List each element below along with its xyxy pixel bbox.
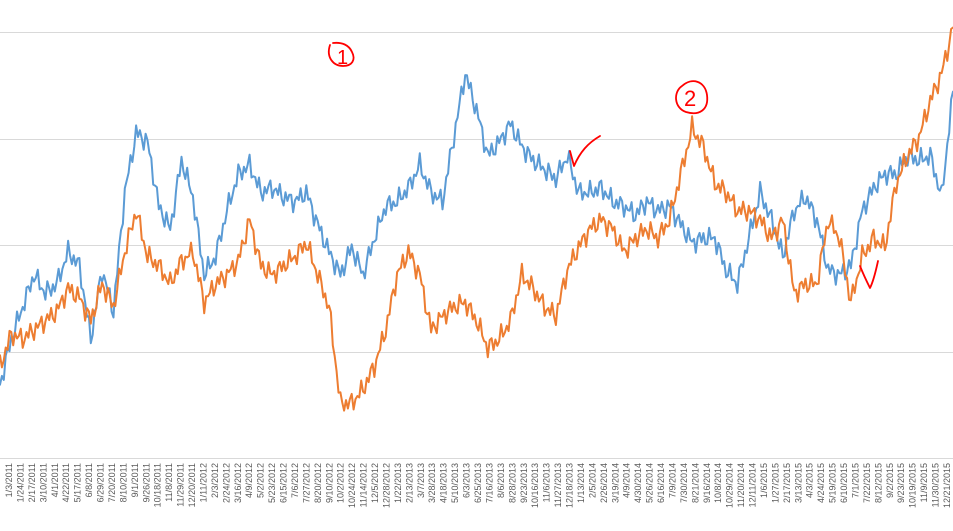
x-tick-label: 11/9/2015 (919, 463, 929, 502)
x-tick-label: 12/11/2014 (748, 463, 758, 507)
x-tick-label: 7/16/2013 (484, 463, 494, 503)
x-tick-label: 8/21/2014 (690, 463, 700, 503)
x-tick-label: 9/26/2011 (141, 463, 151, 502)
x-tick-label: 8/10/2011 (118, 463, 128, 502)
annotation-hook-mark (859, 260, 879, 289)
x-tick-label: 7/9/2014 (668, 463, 678, 498)
annotation-group: 1 2 (328, 41, 879, 289)
x-tick-label: 1/11/2012 (199, 463, 209, 502)
x-tick-label: 3/7/2013 (416, 463, 426, 498)
x-tick-label: 9/2/2015 (885, 463, 895, 498)
x-tick-label: 3/16/2012 (233, 463, 243, 503)
x-tick-label: 5/26/2014 (645, 463, 655, 503)
x-tick-label: 4/24/2015 (816, 463, 826, 503)
x-tick-label: 10/24/2012 (347, 463, 357, 508)
x-tick-label: 2/17/2015 (782, 463, 792, 503)
x-tick-label: 10/29/2014 (725, 463, 735, 508)
x-axis-tick-labels: 1/3/2011 1/24/2011 2/17/2011 3/10/2011 4/1/2… (4, 463, 952, 508)
x-tick-label: 4/9/2014 (622, 463, 632, 498)
x-tick-label: 3/19/2014 (610, 463, 620, 503)
x-tick-label: 2/24/2012 (221, 463, 231, 503)
x-tick-label: 2/3/2012 (210, 463, 220, 498)
x-tick-label: 10/19/2015 (908, 463, 918, 508)
x-tick-label: 8/12/2015 (873, 463, 883, 503)
x-tick-label: 10/8/2014 (713, 463, 723, 503)
x-tick-label: 9/16/2014 (702, 463, 712, 503)
x-tick-label: 6/10/2015 (839, 463, 849, 503)
x-tick-label: 2/26/2014 (599, 463, 609, 503)
x-tick-label: 2/17/2011 (27, 463, 37, 502)
x-tick-label: 4/3/2015 (805, 463, 815, 498)
x-tick-label: 11/29/2011 (176, 463, 186, 507)
x-tick-label: 7/1/2015 (851, 463, 861, 498)
x-tick-label: 1/24/2011 (15, 463, 25, 502)
x-tick-label: 7/27/2012 (301, 463, 311, 503)
x-tick-label: 1/13/2014 (576, 463, 586, 503)
x-tick-label: 4/22/2011 (61, 463, 71, 502)
series-line-2 (0, 26, 953, 412)
series-line-1 (0, 74, 953, 386)
x-tick-label: 3/10/2011 (38, 463, 48, 502)
x-tick-label: 11/8/2011 (164, 463, 174, 502)
x-tick-label: 12/5/2012 (370, 463, 380, 503)
x-tick-label: 6/8/2011 (84, 463, 94, 497)
x-tick-label: 6/25/2013 (473, 463, 483, 503)
x-tick-label: 12/18/2013 (565, 463, 575, 508)
x-tick-label: 11/14/2012 (359, 463, 369, 507)
x-tick-label: 4/9/2012 (244, 463, 254, 498)
series-group (0, 26, 953, 412)
x-tick-label: 9/10/2012 (324, 463, 334, 503)
x-tick-label: 3/28/2013 (427, 463, 437, 503)
x-tick-label: 1/22/2013 (393, 463, 403, 503)
x-tick-label: 11/20/2014 (736, 463, 746, 507)
x-tick-label: 5/17/2011 (73, 463, 83, 502)
x-tick-label: 12/20/2011 (187, 463, 197, 507)
x-tick-label: 10/18/2011 (153, 463, 163, 507)
annotation-2-label: 2 (684, 86, 696, 111)
x-tick-label: 7/30/2014 (679, 463, 689, 503)
x-tick-label: 11/6/2013 (542, 463, 552, 502)
x-tick-label: 4/30/2014 (633, 463, 643, 503)
x-tick-label: 6/3/2013 (462, 463, 472, 498)
x-tick-label: 3/13/2015 (793, 463, 803, 503)
annotation-1-circle (328, 41, 355, 67)
x-tick-label: 7/6/2012 (290, 463, 300, 498)
x-tick-label: 5/19/2015 (828, 463, 838, 503)
x-tick-label: 1/27/2015 (770, 463, 780, 503)
x-tick-label: 1/3/2011 (4, 463, 14, 497)
x-tick-label: 7/20/2011 (107, 463, 117, 502)
x-tick-label: 5/23/2012 (267, 463, 277, 503)
x-tick-label: 10/2/2012 (336, 463, 346, 503)
x-tick-label: 6/15/2012 (279, 463, 289, 503)
x-tick-label: 8/28/2013 (507, 463, 517, 503)
annotation-1-label: 1 (337, 47, 348, 69)
x-tick-label: 4/18/2013 (439, 463, 449, 503)
x-tick-label: 10/16/2013 (530, 463, 540, 508)
x-tick-label: 5/2/2012 (256, 463, 266, 498)
annotation-2-circle (675, 80, 709, 115)
x-tick-label: 5/10/2013 (450, 463, 460, 503)
gridlines (0, 32, 953, 459)
x-tick-label: 11/27/2013 (553, 463, 563, 507)
x-tick-label: 9/1/2011 (130, 463, 140, 497)
x-tick-label: 8/20/2012 (313, 463, 323, 503)
x-tick-label: 6/16/2014 (656, 463, 666, 503)
x-tick-label: 2/5/2014 (587, 463, 597, 498)
x-tick-label: 4/1/2011 (50, 463, 60, 497)
x-tick-label: 8/6/2013 (496, 463, 506, 498)
x-tick-label: 1/6/2015 (759, 463, 769, 498)
x-tick-label: 12/21/2015 (942, 463, 952, 508)
x-tick-label: 9/23/2013 (519, 463, 529, 503)
x-tick-label: 2/13/2013 (404, 463, 414, 503)
x-tick-label: 9/23/2015 (896, 463, 906, 503)
x-tick-label: 11/30/2015 (931, 463, 941, 507)
x-tick-label: 6/29/2011 (96, 463, 106, 502)
x-tick-label: 12/28/2012 (382, 463, 392, 508)
annotation-check-mark (569, 135, 601, 167)
x-tick-label: 7/22/2015 (862, 463, 872, 503)
